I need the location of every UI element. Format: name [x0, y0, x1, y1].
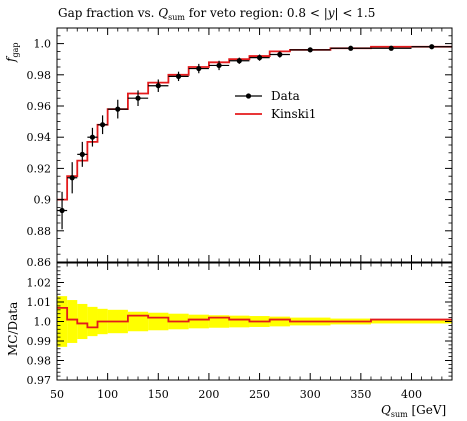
main-plot-panel: 0.86 0.88 0.9 0.92 0.94 0.96 0.98 1.0: [27, 27, 453, 269]
kinski1-step-line: [57, 45, 452, 201]
x-tick-label: 200: [198, 388, 219, 401]
x-tick-label: 100: [97, 388, 118, 401]
data-point-marker: [196, 65, 202, 72]
data-point-marker: [79, 151, 85, 157]
data-point: [57, 191, 68, 230]
data-point-marker: [115, 106, 121, 112]
x-axis-label: Qsum [GeV]: [381, 403, 446, 419]
data-point: [67, 162, 78, 194]
data-point-marker: [429, 44, 435, 50]
ratio-y-tick-label: 0.99: [27, 335, 52, 348]
data-point: [208, 60, 230, 71]
main-y-tick-label: 0.96: [27, 100, 52, 113]
data-point-marker: [256, 55, 263, 61]
ratio-y-tick-label: 1.01: [27, 296, 52, 309]
main-y-tick-label: 0.94: [27, 131, 52, 144]
main-y-axis-label: fgap: [4, 43, 20, 63]
ratio-uncertainty-band-bin: [67, 300, 78, 343]
data-point: [148, 79, 169, 92]
ratio-y-tick-label: 1.02: [27, 277, 52, 290]
legend-kinski1-label: Kinski1: [271, 107, 316, 121]
data-point-marker: [69, 175, 75, 181]
data-point: [87, 127, 98, 147]
data-point-marker: [99, 122, 106, 128]
ratio-uncertainty-band-bin: [229, 315, 250, 328]
ratio-uncertainty-band-bin: [87, 306, 98, 337]
chart-title: Gap fraction vs. Qsum for veto region: 0…: [58, 6, 375, 22]
x-tick-label: 50: [50, 388, 64, 401]
data-point: [168, 71, 189, 82]
data-point: [370, 45, 412, 51]
data-point-marker: [89, 134, 96, 140]
ratio-uncertainty-band-bin: [411, 319, 452, 324]
data-point-marker: [135, 95, 141, 101]
data-point: [289, 47, 331, 53]
data-point: [229, 57, 250, 64]
ratio-uncertainty-band-bin: [188, 314, 209, 329]
data-point-marker: [236, 58, 242, 64]
ratio-y-tick-label: 1.0: [34, 316, 52, 329]
data-point-marker: [277, 51, 283, 58]
data-point-marker: [216, 62, 222, 69]
data-point: [249, 54, 270, 61]
x-tick-label: 150: [148, 388, 169, 401]
ratio-uncertainty-band-bin: [148, 312, 169, 331]
ratio-plot-panel: 50 100 150 200 250 300 350 400 0.97 0.98 0.99 1.0 1.…: [27, 262, 453, 401]
x-tick-label: 350: [350, 388, 371, 401]
data-point-marker: [388, 45, 394, 51]
ratio-uncertainty-band-bin: [370, 319, 412, 324]
ratio-uncertainty-band-bin: [269, 316, 290, 327]
data-point: [97, 115, 108, 135]
main-plot-frame: [56, 27, 453, 263]
data-point-marker: [155, 83, 161, 89]
legend-data-marker: [245, 93, 252, 99]
ratio-uncertainty-band-bin: [127, 311, 149, 332]
data-point-marker: [307, 47, 313, 53]
x-tick-label: 300: [300, 388, 321, 401]
legend-data-label: Data: [271, 89, 300, 103]
ratio-uncertainty-band-bin: [77, 303, 88, 340]
ratio-y-axis-label: MC/Data: [6, 302, 20, 356]
data-point: [330, 45, 371, 51]
main-y-tick-label: 1.0: [34, 38, 52, 51]
data-point-marker: [175, 73, 182, 79]
data-point-marker: [59, 207, 65, 214]
x-tick-label: 250: [249, 388, 270, 401]
data-point: [411, 44, 452, 50]
data-point: [188, 63, 209, 74]
data-point: [269, 51, 290, 58]
main-y-tick-label: 0.92: [27, 162, 52, 175]
data-point-marker: [348, 45, 354, 51]
main-y-tick-label: 0.98: [27, 69, 52, 82]
data-point: [107, 99, 128, 119]
ratio-y-tick-label: 0.98: [27, 355, 52, 368]
ratio-y-tick-label: 0.97: [27, 374, 52, 387]
data-point: [127, 90, 149, 106]
data-point: [77, 141, 88, 167]
ratio-kinski1-line: [57, 306, 452, 329]
main-y-tick-label: 0.86: [27, 256, 52, 269]
x-tick-label: 400: [401, 388, 422, 401]
main-y-tick-label: 0.9: [34, 194, 52, 207]
main-y-tick-label: 0.88: [27, 225, 52, 238]
legend: Data Kinski1: [235, 89, 316, 121]
